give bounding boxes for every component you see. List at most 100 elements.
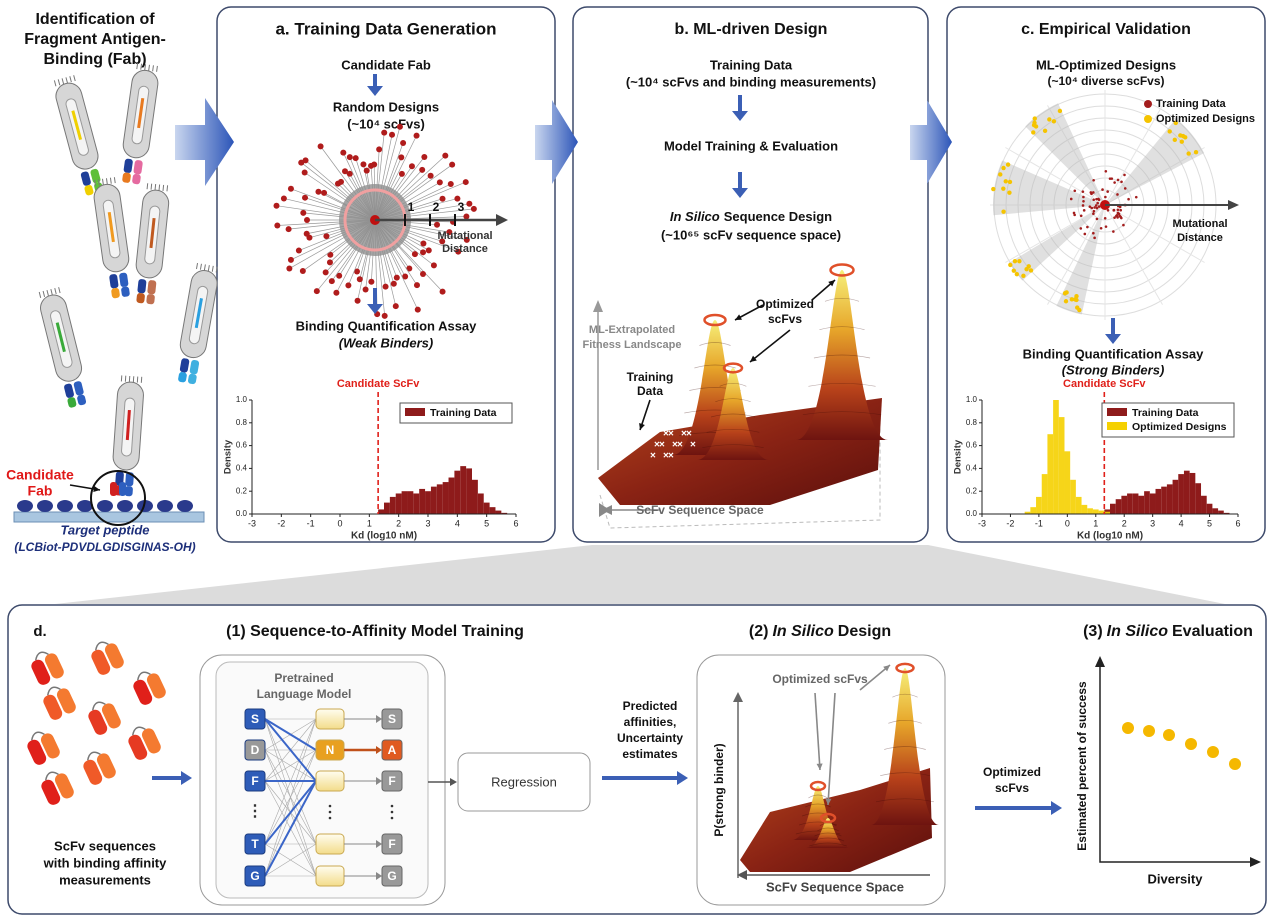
design-dot — [364, 168, 370, 174]
hist-bar — [1064, 451, 1070, 514]
training-dot — [1073, 212, 1076, 215]
training-dot — [1070, 198, 1073, 201]
hidden-box — [316, 834, 344, 854]
fab-chain — [123, 158, 133, 173]
hist-bar — [478, 493, 484, 514]
y-tick-label: 1.0 — [236, 395, 248, 404]
y-tick-label: 0.8 — [966, 418, 978, 427]
training-dot — [1123, 174, 1126, 177]
design-dot — [420, 240, 426, 246]
hidden-box — [316, 771, 344, 791]
design-dot — [448, 181, 454, 187]
hist-bar — [449, 478, 455, 514]
fab-chain — [122, 172, 131, 183]
design-dot — [353, 155, 359, 161]
hist-bar — [1184, 471, 1190, 514]
design-dot — [420, 271, 426, 277]
design-dot — [440, 289, 446, 295]
text-part: (2) — [749, 623, 769, 640]
step-title: In SilicoSequence Design — [670, 209, 832, 224]
training-dot — [1096, 218, 1099, 221]
phage — [110, 375, 144, 497]
training-dot — [1092, 232, 1095, 235]
label: Fragment Antigen- — [24, 31, 166, 48]
hist-bar — [1082, 505, 1088, 514]
training-dot — [1119, 216, 1122, 219]
label: b. ML-driven Design — [675, 21, 828, 38]
design-dot — [400, 140, 406, 146]
design-dot — [426, 247, 432, 253]
fab-chain — [110, 482, 117, 496]
phage-fiber — [39, 292, 40, 298]
training-dot — [1105, 225, 1108, 228]
label: Candidate — [6, 467, 74, 483]
label: Distance — [1177, 232, 1223, 244]
y-tick-label: 0.6 — [966, 441, 978, 450]
eval-point — [1207, 746, 1219, 758]
training-dot — [1079, 227, 1082, 230]
hist-bar — [1099, 511, 1105, 514]
optimized-dot — [1075, 305, 1079, 309]
phage — [92, 177, 134, 299]
optimized-dot — [1029, 268, 1033, 272]
page: { "left": { "title_lines": ["Identificat… — [0, 0, 1272, 919]
hist-bar — [443, 482, 449, 514]
optimized-dot — [1032, 121, 1036, 125]
training-dot — [1092, 191, 1095, 194]
phage — [51, 74, 107, 197]
italic-part: In Silico — [1107, 623, 1169, 640]
design-dot — [463, 179, 469, 185]
design-dot — [274, 203, 280, 209]
design-dot — [286, 266, 292, 272]
design-dot — [281, 195, 287, 201]
training-dot — [1095, 198, 1098, 201]
y-tick-label: 0.6 — [236, 441, 248, 450]
y-tick-label: 0.2 — [236, 486, 248, 495]
text-part: Sequence Design — [724, 209, 832, 224]
label: (Weak Binders) — [339, 335, 433, 350]
design-dot — [415, 307, 421, 313]
sample-x: × — [659, 440, 665, 451]
label: (~10⁴ scFvs) — [347, 116, 425, 131]
token: N — [326, 743, 335, 757]
label: Language Model — [257, 687, 352, 701]
y-tick-label: 0.8 — [236, 418, 248, 427]
hist-bar — [390, 497, 396, 514]
hist-bar — [431, 487, 437, 514]
label: Identification of — [35, 11, 155, 28]
label: (~10⁴ diverse scFvs) — [1047, 74, 1164, 88]
training-dot — [1096, 207, 1099, 210]
figure: Identification ofFragment Antigen-Bindin… — [0, 0, 1272, 919]
label: Candidate Fab — [341, 57, 431, 72]
phage-fiber — [55, 288, 56, 294]
phage-fiber — [204, 264, 205, 270]
x-tick-label: 4 — [455, 518, 460, 528]
design-dot — [466, 201, 472, 207]
optimized-dot — [1004, 179, 1008, 183]
sample-x: × — [690, 440, 696, 451]
phage-fiber — [155, 184, 156, 190]
training-dot — [1124, 187, 1127, 190]
x-tick-label: 3 — [425, 518, 430, 528]
x-tick-label: -3 — [248, 518, 256, 528]
design-dot — [318, 143, 324, 149]
label: Optimized scFvs — [772, 672, 868, 686]
training-dot — [1113, 209, 1116, 212]
training-dot — [1117, 208, 1120, 211]
y-tick-label: 0.4 — [236, 464, 248, 473]
distance-tick-label: 2 — [433, 200, 440, 214]
fab-chain — [77, 394, 87, 406]
hist-bar — [460, 466, 466, 514]
optimized-dot — [1001, 166, 1005, 170]
hidden-box — [316, 709, 344, 729]
label: scFvs — [768, 312, 802, 326]
hist-bar — [1150, 493, 1156, 514]
fab-chain — [188, 373, 198, 384]
design-dot — [338, 179, 344, 185]
design-dot — [355, 298, 361, 304]
x-tick-label: 0 — [337, 518, 342, 528]
optimized-dot — [1047, 117, 1051, 121]
phage-fiber — [167, 185, 168, 191]
label: ScFv Sequence Space — [766, 879, 904, 894]
label: Diversity — [1148, 871, 1204, 886]
